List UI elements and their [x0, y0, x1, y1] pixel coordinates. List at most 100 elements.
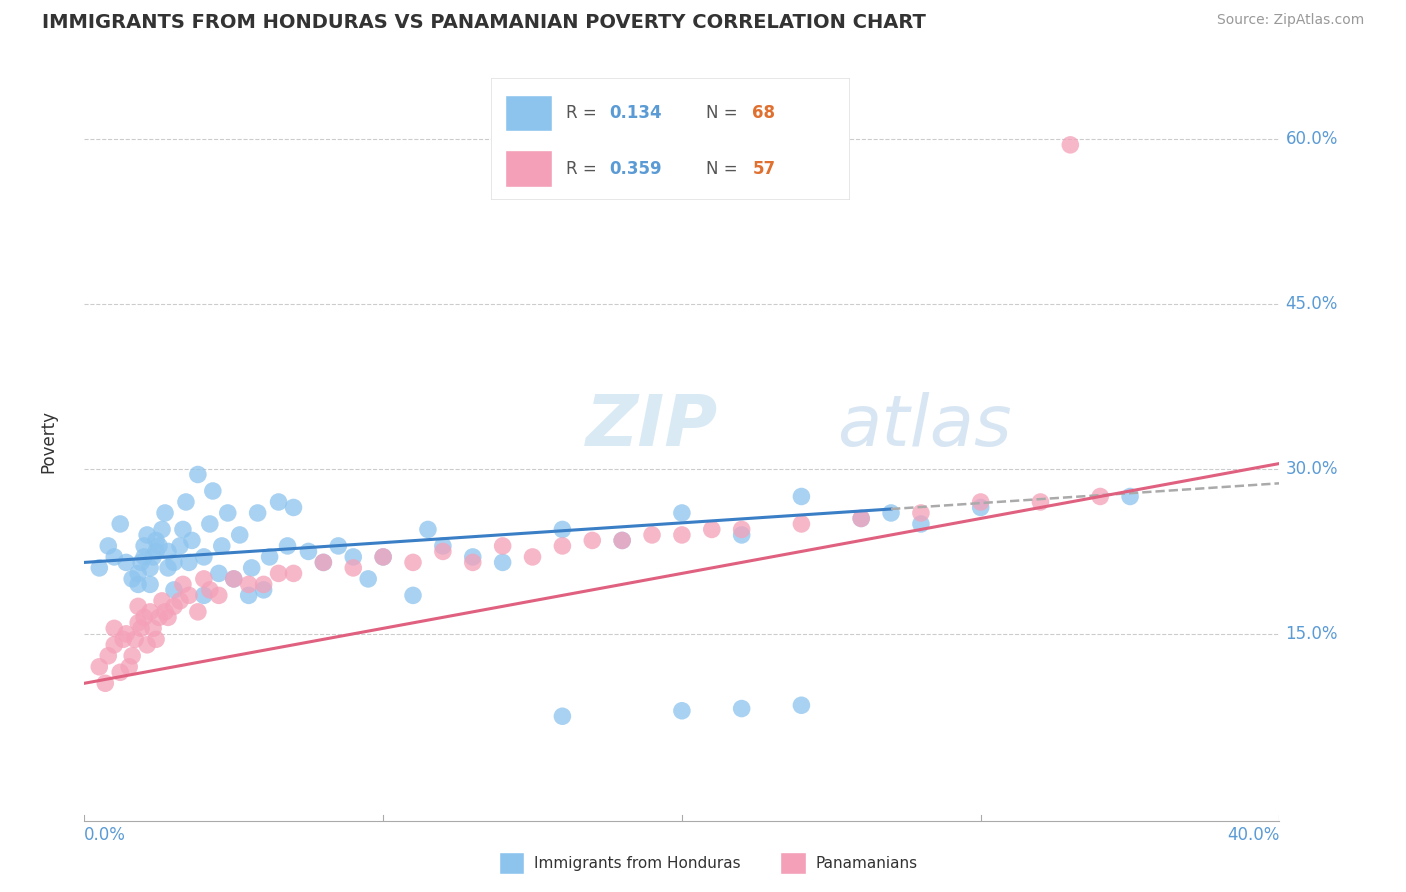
Point — [373, 549, 395, 564]
Point — [127, 566, 149, 581]
Point — [851, 511, 873, 525]
Text: 40.0%: 40.0% — [1227, 826, 1279, 844]
Point — [671, 528, 693, 542]
Point — [127, 599, 149, 614]
Text: Poverty: Poverty — [39, 410, 58, 473]
Text: Source: ZipAtlas.com: Source: ZipAtlas.com — [1216, 13, 1364, 28]
Point — [110, 665, 132, 680]
Point — [312, 556, 335, 570]
Point — [169, 539, 191, 553]
Point — [121, 572, 143, 586]
Point — [222, 572, 245, 586]
Point — [1119, 490, 1142, 504]
Point — [283, 566, 305, 581]
Point — [432, 539, 454, 553]
Point — [790, 698, 813, 713]
Point — [163, 556, 186, 570]
Text: Immigrants from Honduras: Immigrants from Honduras — [534, 856, 741, 871]
Point — [671, 704, 693, 718]
Point — [163, 599, 186, 614]
Point — [253, 582, 276, 597]
Point — [94, 676, 117, 690]
Point — [328, 539, 350, 553]
Point — [172, 523, 194, 537]
Point — [461, 556, 484, 570]
Point — [1059, 137, 1081, 152]
Text: ZIP: ZIP — [586, 392, 718, 461]
Point — [208, 566, 231, 581]
Point — [211, 539, 233, 553]
Point — [240, 561, 263, 575]
Point — [110, 516, 132, 531]
Point — [169, 594, 191, 608]
Point — [174, 495, 197, 509]
Point — [163, 582, 186, 597]
Point — [127, 615, 149, 630]
Point — [238, 577, 260, 591]
Point — [193, 549, 215, 564]
Point — [851, 511, 873, 525]
Point — [612, 533, 634, 548]
Point — [208, 588, 231, 602]
Point — [342, 561, 364, 575]
Point — [238, 588, 260, 602]
Point — [970, 500, 993, 515]
Point — [132, 539, 156, 553]
Point — [129, 556, 152, 570]
Point — [187, 605, 209, 619]
Point — [121, 648, 143, 663]
Point — [142, 549, 165, 564]
Point — [153, 605, 176, 619]
Point — [297, 544, 319, 558]
Point — [150, 594, 173, 608]
Point — [402, 588, 425, 602]
Point — [193, 572, 215, 586]
Point — [201, 483, 224, 498]
Point — [129, 621, 152, 635]
Point — [172, 577, 194, 591]
Point — [177, 588, 200, 602]
Point — [132, 610, 156, 624]
Point — [177, 556, 200, 570]
Point — [157, 544, 180, 558]
Point — [153, 506, 176, 520]
Point — [187, 467, 209, 482]
Text: IMMIGRANTS FROM HONDURAS VS PANAMANIAN POVERTY CORRELATION CHART: IMMIGRANTS FROM HONDURAS VS PANAMANIAN P… — [42, 13, 927, 32]
Point — [259, 549, 281, 564]
Point — [142, 621, 165, 635]
Point — [198, 516, 221, 531]
Point — [89, 561, 111, 575]
Point — [253, 577, 276, 591]
Point — [731, 528, 754, 542]
Point — [551, 709, 574, 723]
Point — [522, 549, 544, 564]
Point — [581, 533, 603, 548]
Point — [1090, 490, 1112, 504]
Point — [136, 638, 159, 652]
Text: atlas: atlas — [838, 392, 1012, 461]
Point — [267, 495, 290, 509]
Point — [139, 605, 162, 619]
Point — [1029, 495, 1052, 509]
Point — [416, 523, 439, 537]
Point — [228, 528, 252, 542]
Point — [283, 500, 305, 515]
Point — [551, 523, 574, 537]
Point — [731, 701, 754, 715]
Point — [402, 556, 425, 570]
Point — [157, 610, 180, 624]
Point — [139, 561, 162, 575]
Point — [145, 544, 167, 558]
Point — [118, 660, 141, 674]
Text: Panamanians: Panamanians — [815, 856, 918, 871]
Point — [145, 533, 167, 548]
Text: 0.0%: 0.0% — [84, 826, 127, 844]
Point — [148, 539, 170, 553]
Point — [551, 539, 574, 553]
Point — [461, 549, 484, 564]
Point — [193, 588, 215, 602]
Point — [357, 572, 380, 586]
Point — [790, 490, 813, 504]
Point — [148, 610, 170, 624]
Point — [612, 533, 634, 548]
